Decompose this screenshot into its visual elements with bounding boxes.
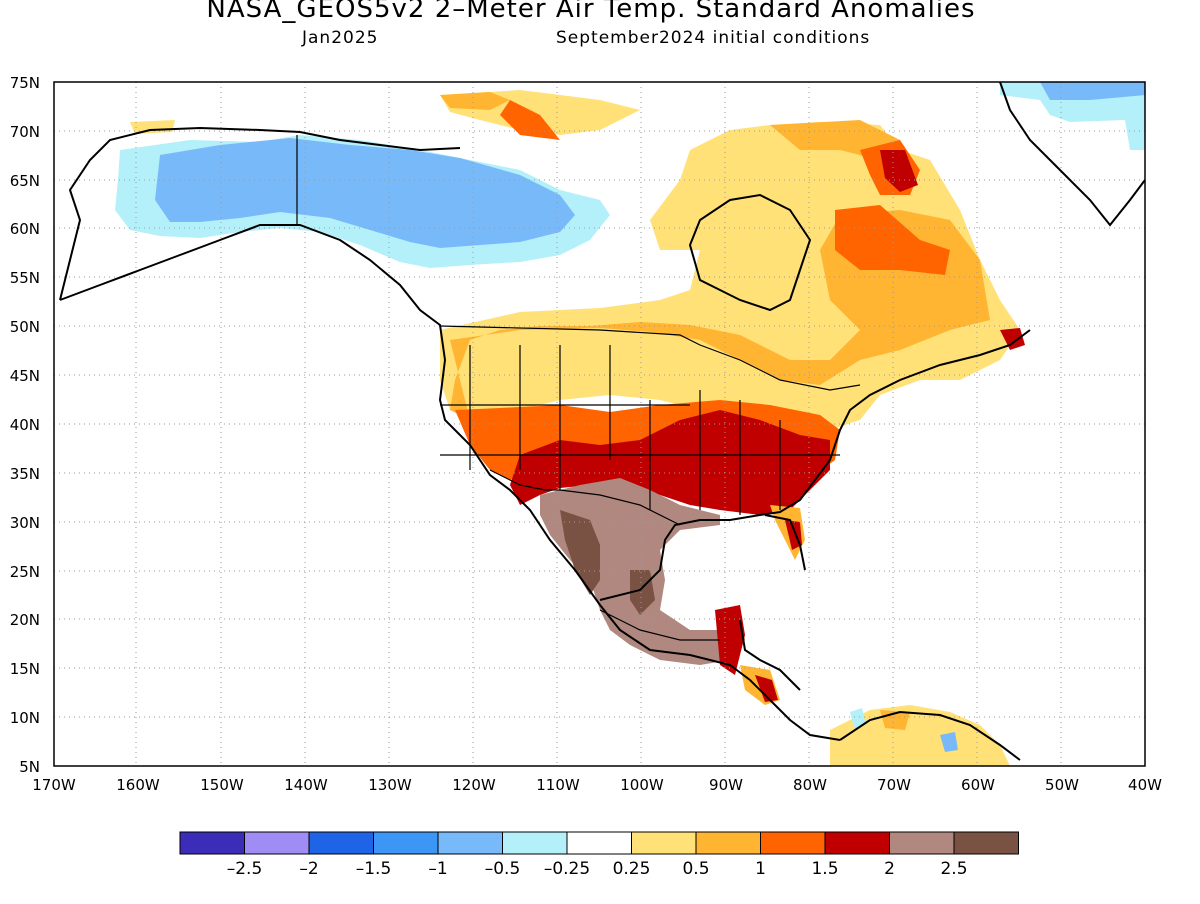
lat-axis: 75N 70N 65N 60N 55N 50N 45N 40N 35N 30N …: [10, 74, 40, 776]
lon-tick: 40W: [1128, 776, 1162, 794]
lat-tick: 10N: [10, 709, 40, 727]
lat-tick: 15N: [10, 660, 40, 678]
lon-tick: 170W: [32, 776, 76, 794]
lat-tick: 20N: [10, 611, 40, 629]
lat-tick: 5N: [19, 758, 40, 776]
lon-tick: 60W: [961, 776, 995, 794]
map-title: NASA_GEOS5v2 2–Meter Air Temp. Standard …: [206, 0, 976, 24]
colorbar-swatch: [179, 831, 245, 855]
colorbar-label: –0.25: [544, 859, 590, 879]
plot-frame: [53, 81, 1146, 767]
colorbar-swatch: [308, 831, 374, 855]
cold-anomaly-mid: [155, 138, 575, 248]
lon-tick: 130W: [368, 776, 412, 794]
lon-axis: 170W 160W 150W 140W 130W 120W 110W 100W …: [32, 776, 1162, 794]
colorbar-swatch: [889, 831, 955, 855]
graticule: [54, 82, 1145, 766]
lon-tick: 100W: [620, 776, 664, 794]
colorbar: –2.5 –2 –1.5 –1 –0.5 –0.25 0.25 0.5 1 1.5 2 2.5: [179, 831, 1019, 879]
forecast-month: Jan2025: [302, 28, 379, 48]
colorbar-label: –0.5: [485, 859, 521, 879]
lon-tick: 140W: [284, 776, 328, 794]
colorbar-swatch: [631, 831, 697, 855]
anomaly-field: [115, 82, 1145, 766]
colorbar-swatch: [566, 831, 632, 855]
lon-tick: 90W: [709, 776, 743, 794]
lat-tick: 30N: [10, 514, 40, 532]
lat-tick: 50N: [10, 318, 40, 336]
colorbar-swatch: [824, 831, 890, 855]
lon-tick: 150W: [200, 776, 244, 794]
lat-tick: 40N: [10, 416, 40, 434]
colorbar-label: 2: [884, 859, 895, 879]
colorbar-swatch: [760, 831, 826, 855]
colorbar-label: –2.5: [227, 859, 263, 879]
colorbar-label: –1.5: [356, 859, 392, 879]
coastlines: [59, 82, 1145, 761]
initial-conditions: September2024 initial conditions: [556, 28, 871, 48]
colorbar-swatch: [437, 831, 503, 855]
lat-tick: 35N: [10, 465, 40, 483]
colorbar-label: 1: [755, 859, 766, 879]
colorbar-swatch: [244, 831, 310, 855]
colorbar-swatch: [502, 831, 568, 855]
lon-tick: 120W: [452, 776, 496, 794]
lon-tick: 50W: [1045, 776, 1079, 794]
colorbar-label: 0.5: [682, 859, 709, 879]
warm-anomaly-red: [510, 410, 830, 515]
lon-tick: 70W: [877, 776, 911, 794]
colorbar-swatch: [695, 831, 761, 855]
greenland-cold: [1000, 82, 1145, 150]
lat-tick: 25N: [10, 563, 40, 581]
lat-tick: 55N: [10, 269, 40, 287]
lat-tick: 45N: [10, 367, 40, 385]
lat-tick: 70N: [10, 123, 40, 141]
colorbar-label: –2: [299, 859, 318, 879]
lat-tick: 60N: [10, 220, 40, 238]
colorbar-label: 2.5: [940, 859, 967, 879]
colorbar-label: 0.25: [613, 859, 651, 879]
political-borders: [296, 135, 861, 641]
lon-tick: 80W: [793, 776, 827, 794]
colorbar-swatch: [373, 831, 439, 855]
south-america-mixed: [830, 705, 1010, 766]
colorbar-label: 1.5: [811, 859, 838, 879]
colorbar-label: –1: [428, 859, 447, 879]
colorbar-swatch: [953, 831, 1019, 855]
lon-tick: 160W: [116, 776, 160, 794]
lat-tick: 65N: [10, 172, 40, 190]
lon-tick: 110W: [536, 776, 580, 794]
lat-tick: 75N: [10, 74, 40, 92]
